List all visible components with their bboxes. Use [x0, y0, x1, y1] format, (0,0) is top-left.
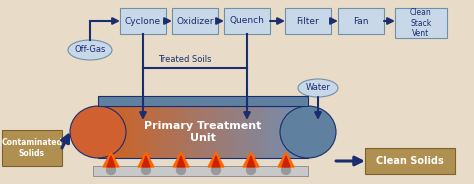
- FancyBboxPatch shape: [224, 8, 270, 34]
- Circle shape: [176, 165, 185, 174]
- Text: Quench: Quench: [229, 17, 264, 26]
- Text: Primary Treatment
Unit: Primary Treatment Unit: [144, 121, 262, 143]
- Text: Oxidizer: Oxidizer: [176, 17, 214, 26]
- Polygon shape: [208, 152, 224, 167]
- Polygon shape: [138, 152, 154, 167]
- Ellipse shape: [70, 106, 126, 158]
- Polygon shape: [103, 152, 119, 167]
- FancyBboxPatch shape: [172, 8, 218, 34]
- Ellipse shape: [298, 79, 338, 97]
- Text: Filter: Filter: [297, 17, 319, 26]
- Polygon shape: [142, 156, 150, 167]
- FancyBboxPatch shape: [231, 106, 238, 158]
- FancyBboxPatch shape: [2, 130, 62, 166]
- FancyBboxPatch shape: [126, 106, 134, 158]
- FancyBboxPatch shape: [280, 106, 288, 158]
- FancyBboxPatch shape: [395, 8, 447, 38]
- Polygon shape: [212, 156, 220, 167]
- Text: Clean Solids: Clean Solids: [376, 156, 444, 166]
- FancyBboxPatch shape: [119, 106, 127, 158]
- Circle shape: [282, 165, 291, 174]
- FancyBboxPatch shape: [168, 106, 175, 158]
- Text: Cyclone: Cyclone: [125, 17, 161, 26]
- FancyBboxPatch shape: [93, 166, 308, 176]
- FancyBboxPatch shape: [259, 106, 266, 158]
- FancyBboxPatch shape: [203, 106, 210, 158]
- Polygon shape: [282, 156, 290, 167]
- FancyBboxPatch shape: [133, 106, 140, 158]
- Ellipse shape: [68, 40, 112, 60]
- FancyBboxPatch shape: [182, 106, 190, 158]
- Circle shape: [107, 165, 116, 174]
- FancyBboxPatch shape: [98, 106, 106, 158]
- Polygon shape: [243, 152, 259, 167]
- Polygon shape: [173, 152, 189, 167]
- FancyBboxPatch shape: [196, 106, 203, 158]
- FancyBboxPatch shape: [217, 106, 225, 158]
- FancyBboxPatch shape: [154, 106, 162, 158]
- FancyBboxPatch shape: [175, 106, 182, 158]
- Circle shape: [142, 165, 151, 174]
- FancyBboxPatch shape: [161, 106, 168, 158]
- FancyBboxPatch shape: [338, 8, 384, 34]
- FancyBboxPatch shape: [245, 106, 253, 158]
- FancyBboxPatch shape: [105, 106, 112, 158]
- Polygon shape: [177, 156, 185, 167]
- FancyBboxPatch shape: [273, 106, 281, 158]
- FancyBboxPatch shape: [285, 8, 331, 34]
- FancyBboxPatch shape: [238, 106, 246, 158]
- Polygon shape: [278, 152, 294, 167]
- Circle shape: [246, 165, 255, 174]
- FancyBboxPatch shape: [112, 106, 119, 158]
- FancyBboxPatch shape: [224, 106, 231, 158]
- Text: Contaminated
Solids: Contaminated Solids: [1, 138, 63, 158]
- FancyBboxPatch shape: [365, 148, 455, 174]
- Ellipse shape: [280, 106, 336, 158]
- Text: Clean
Stack
Vent: Clean Stack Vent: [410, 8, 432, 38]
- FancyBboxPatch shape: [98, 96, 308, 106]
- FancyBboxPatch shape: [147, 106, 155, 158]
- Text: Treated Soils: Treated Soils: [158, 55, 212, 64]
- Polygon shape: [247, 156, 255, 167]
- Polygon shape: [107, 156, 115, 167]
- Text: Fan: Fan: [353, 17, 369, 26]
- FancyBboxPatch shape: [287, 106, 294, 158]
- FancyBboxPatch shape: [210, 106, 218, 158]
- FancyBboxPatch shape: [252, 106, 259, 158]
- Circle shape: [211, 165, 220, 174]
- FancyBboxPatch shape: [120, 8, 166, 34]
- FancyBboxPatch shape: [140, 106, 147, 158]
- Text: Off-Gas: Off-Gas: [74, 45, 106, 54]
- FancyBboxPatch shape: [266, 106, 273, 158]
- FancyBboxPatch shape: [189, 106, 197, 158]
- Text: Water: Water: [306, 84, 330, 93]
- FancyBboxPatch shape: [294, 106, 301, 158]
- FancyBboxPatch shape: [301, 106, 309, 158]
